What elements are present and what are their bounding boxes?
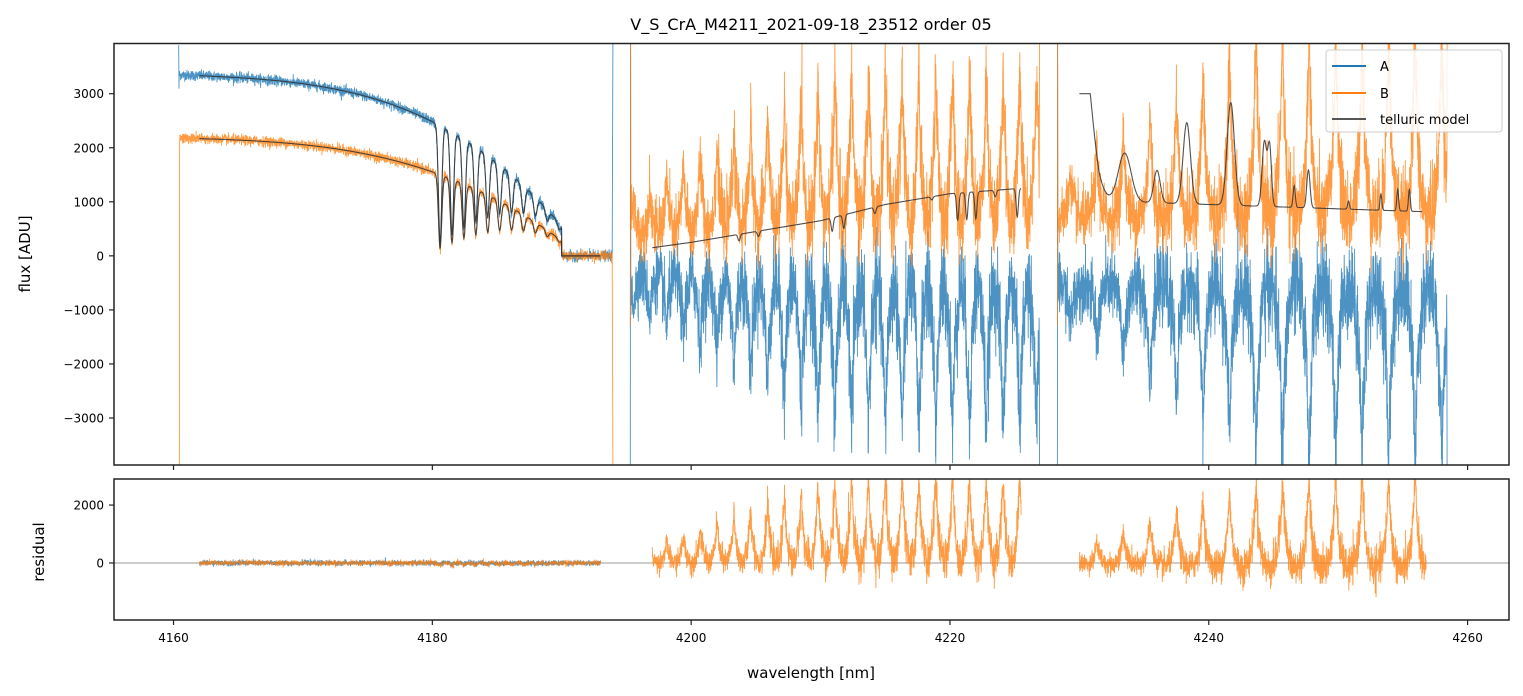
flux-y-tick-label: 1000 [73,195,104,209]
flux-y-tick-label: 3000 [73,87,104,101]
flux-y-tick-label: 2000 [73,141,104,155]
flux-plot-area [178,44,1448,465]
flux-y-tick-label: −2000 [63,357,104,371]
flux-y-axis-label: flux [ADU] [16,215,34,292]
series-a-line [629,44,1040,465]
residual-panel: 2000 0 4160 4180 4200 4220 4240 4260 residual [30,478,1510,645]
residual-b-line [1078,479,1427,598]
residual-y-tick-label: 2000 [73,499,104,513]
legend-label-a: A [1380,60,1389,75]
telluric-model-line [199,138,601,257]
telluric-model-line [199,75,601,257]
residual-y-ticks: 2000 0 [73,499,114,570]
x-tick-label: 4200 [676,631,707,645]
flux-y-tick-label: −3000 [63,411,104,425]
residual-y-axis-label: residual [30,522,48,581]
residual-b-line [198,558,601,569]
flux-y-tick-label: −1000 [63,303,104,317]
telluric-model-line [1079,93,1422,213]
legend-label-b: B [1380,87,1389,102]
flux-y-ticks: 3000 2000 1000 0 −1000 −2000 −3000 [63,87,114,425]
residual-b-line [651,479,1022,589]
flux-y-tick-label: 0 [96,249,104,263]
residual-x-ticks: 4160 4180 4200 4220 4240 4260 [158,620,1483,645]
flux-axes-frame [113,42,1510,466]
flux-x-ticks [172,465,1469,470]
series-b-line [629,44,1040,327]
x-tick-label: 4260 [1452,631,1483,645]
series-a-line [178,44,614,263]
legend-box [1325,49,1503,133]
x-axis-label: wavelength [nm] [747,664,875,682]
x-tick-label: 4220 [935,631,966,645]
x-tick-label: 4240 [1194,631,1225,645]
series-a-line [1056,44,1448,465]
telluric-model-line [652,187,1022,249]
legend: A B telluric model [1325,49,1503,133]
series-b-line [178,130,614,465]
residual-plot-area [114,479,1509,598]
chart-title: V_S_CrA_M4211_2021-09-18_23512 order 05 [630,15,991,35]
residual-axes-frame [113,478,1510,621]
x-tick-label: 4180 [417,631,448,645]
x-tick-label: 4160 [158,631,189,645]
legend-label-telluric: telluric model [1380,113,1469,128]
residual-y-tick-label: 0 [96,556,104,570]
